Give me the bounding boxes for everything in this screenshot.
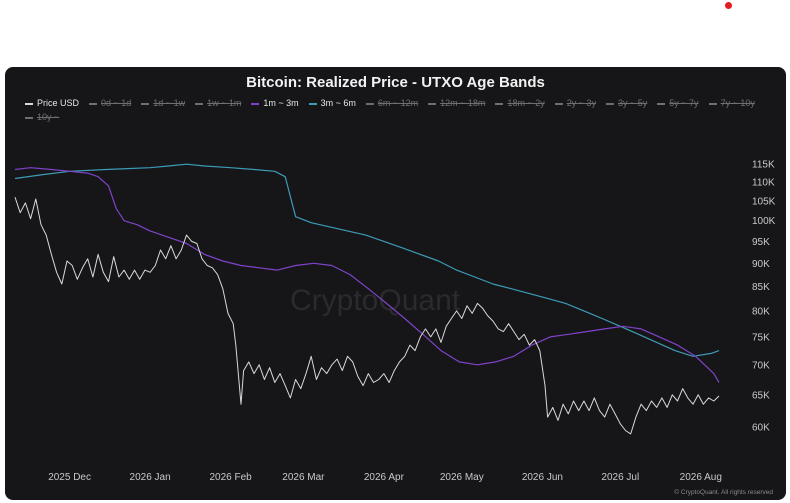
chart-title: Bitcoin: Realized Price - UTXO Age Bands bbox=[246, 74, 545, 91]
legend-swatch bbox=[428, 102, 437, 105]
series-line-1m-3m bbox=[14, 167, 720, 383]
chart-card: CryptoQuant 115K 110K 105K 100K 95K 90K 85K 80K… bbox=[5, 67, 786, 500]
x-tick-label: 2026 Jul bbox=[601, 472, 639, 483]
legend-label: 10y ~ bbox=[37, 112, 60, 122]
legend-label: 2y ~ 3y bbox=[566, 98, 596, 108]
legend-label: 6m ~ 12m bbox=[377, 98, 419, 108]
legend-swatch bbox=[89, 102, 98, 105]
legend-item-1w-1m[interactable]: 1w ~ 1m bbox=[195, 98, 241, 109]
legend-item-1m-3m[interactable]: 1m ~ 3m bbox=[251, 98, 299, 109]
x-tick-label: 2026 Jan bbox=[130, 472, 171, 483]
legend-item-6m-12m[interactable]: 6m ~ 12m bbox=[365, 98, 419, 109]
y-tick-label: 90K bbox=[752, 259, 770, 270]
legend-label: 3m ~ 6m bbox=[320, 98, 356, 108]
y-tick-label: 85K bbox=[752, 282, 770, 293]
legend-swatch bbox=[495, 102, 504, 105]
y-tick-label: 65K bbox=[752, 390, 770, 401]
legend-item-2y-3y[interactable]: 2y ~ 3y bbox=[554, 98, 596, 109]
chart-legend: Price USD 0d ~ 1d 1d ~ 1w 1w ~ 1m 1m ~ 3m 3m … bbox=[25, 98, 775, 123]
legend-item-price-usd[interactable]: Price USD bbox=[25, 98, 79, 109]
legend-swatch bbox=[141, 102, 150, 105]
legend-swatch bbox=[554, 102, 563, 105]
x-tick-label: 2026 May bbox=[440, 472, 484, 483]
legend-label: 18m ~ 2y bbox=[507, 98, 545, 108]
legend-item-18m-2y[interactable]: 18m ~ 2y bbox=[495, 98, 545, 109]
legend-label: 7y ~ 10y bbox=[720, 98, 755, 108]
series-layer bbox=[14, 163, 720, 435]
legend-label: 0d ~ 1d bbox=[101, 98, 132, 108]
copyright-text: © CryptoQuant. All rights reserved bbox=[674, 489, 773, 496]
legend-item-5y-7y[interactable]: 5y ~ 7y bbox=[657, 98, 699, 109]
legend-swatch bbox=[25, 102, 33, 105]
y-tick-label: 110K bbox=[752, 178, 775, 189]
legend-swatch bbox=[657, 102, 666, 105]
legend-label: 3y ~ 5y bbox=[618, 98, 648, 108]
chart-plot: CryptoQuant 115K 110K 105K 100K 95K 90K 85K 80K… bbox=[14, 160, 776, 483]
legend-swatch bbox=[25, 116, 33, 119]
legend-item-1d-1w[interactable]: 1d ~ 1w bbox=[141, 98, 185, 109]
watermark-text: CryptoQuant bbox=[290, 284, 461, 317]
y-tick-label: 60K bbox=[752, 423, 770, 434]
x-tick-label: 2025 Dec bbox=[48, 472, 91, 483]
y-tick-label: 115K bbox=[752, 160, 775, 171]
notification-dot bbox=[725, 2, 732, 9]
legend-swatch bbox=[708, 102, 717, 105]
x-tick-label: 2026 Mar bbox=[282, 472, 325, 483]
legend-swatch bbox=[195, 102, 204, 105]
legend-label: 12m ~ 18m bbox=[440, 98, 486, 108]
y-tick-label: 105K bbox=[752, 197, 776, 208]
series-line-price-usd bbox=[14, 196, 720, 435]
x-tick-label: 2026 Aug bbox=[680, 472, 722, 483]
legend-item-7y-10y[interactable]: 7y ~ 10y bbox=[708, 98, 755, 109]
legend-swatch bbox=[606, 102, 614, 105]
legend-swatch bbox=[365, 102, 374, 105]
legend-item-12m-18m[interactable]: 12m ~ 18m bbox=[428, 98, 485, 109]
legend-label: 5y ~ 7y bbox=[669, 98, 699, 108]
legend-item-10y[interactable]: 10y ~ bbox=[25, 112, 59, 123]
y-tick-label: 70K bbox=[752, 360, 770, 371]
y-axis: 115K 110K 105K 100K 95K 90K 85K 80K 75K 70K 65K 60K bbox=[752, 160, 776, 434]
x-tick-label: 2026 Jun bbox=[522, 472, 563, 483]
legend-swatch bbox=[308, 102, 317, 105]
x-tick-label: 2026 Feb bbox=[209, 472, 252, 483]
x-tick-label: 2026 Apr bbox=[364, 472, 405, 483]
legend-label: Price USD bbox=[37, 98, 80, 108]
y-tick-label: 75K bbox=[752, 332, 770, 343]
legend-item-3m-6m[interactable]: 3m ~ 6m bbox=[308, 98, 356, 109]
x-axis: 2025 Dec 2026 Jan 2026 Feb 2026 Mar 2026 Apr… bbox=[48, 472, 722, 483]
y-tick-label: 95K bbox=[752, 237, 770, 248]
legend-label: 1m ~ 3m bbox=[263, 98, 299, 108]
legend-item-3y-5y[interactable]: 3y ~ 5y bbox=[606, 98, 647, 109]
legend-swatch bbox=[251, 102, 260, 105]
y-tick-label: 80K bbox=[752, 306, 770, 317]
y-tick-label: 100K bbox=[752, 216, 776, 227]
legend-label: 1w ~ 1m bbox=[207, 98, 242, 108]
legend-label: 1d ~ 1w bbox=[153, 98, 186, 108]
legend-item-0d-1d[interactable]: 0d ~ 1d bbox=[89, 98, 131, 109]
